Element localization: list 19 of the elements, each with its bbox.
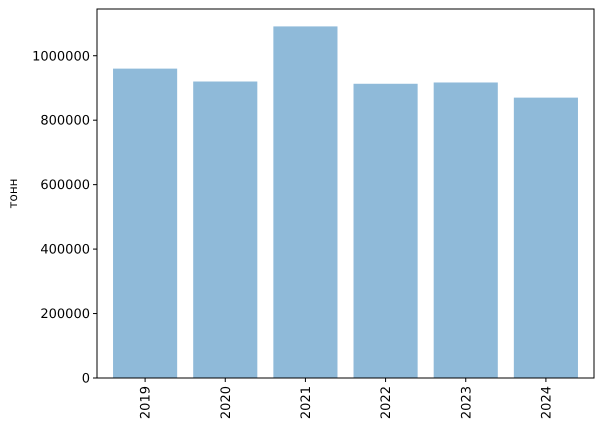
bar — [113, 68, 178, 378]
bar — [514, 98, 578, 378]
x-tick-label: 2024 — [539, 386, 554, 420]
x-tick-label: 2022 — [379, 386, 394, 420]
bar — [354, 84, 418, 378]
y-tick-label: 0 — [82, 372, 90, 387]
bar — [193, 82, 258, 378]
y-tick-label: 400000 — [40, 242, 90, 258]
y-tick-label: 800000 — [40, 114, 90, 129]
x-tick-label: 2020 — [218, 386, 234, 420]
y-tick-label: 600000 — [40, 178, 90, 194]
y-axis-title: тонн — [6, 178, 20, 209]
x-tick-label: 2023 — [459, 386, 474, 420]
bar — [273, 26, 338, 378]
y-tick-label: 1000000 — [32, 49, 90, 64]
x-tick-label: 2019 — [138, 386, 154, 420]
y-tick-label: 200000 — [40, 307, 90, 322]
x-tick-label: 2021 — [298, 386, 314, 420]
bar — [434, 82, 498, 378]
